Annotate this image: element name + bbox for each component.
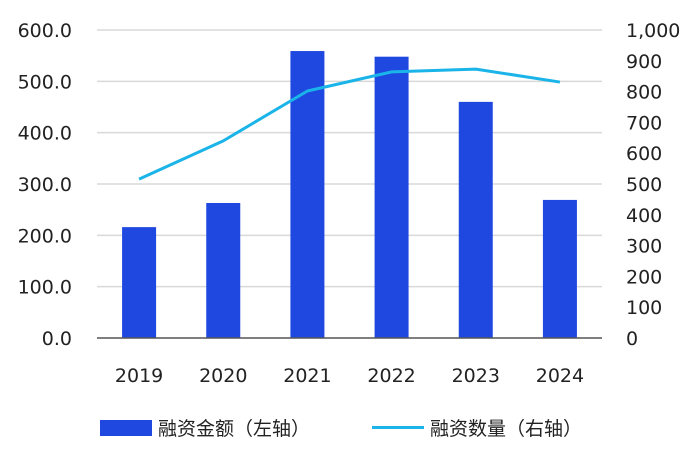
left-tick-label: 100.0 xyxy=(18,277,72,299)
line-path xyxy=(138,67,561,181)
right-tick-label: 700 xyxy=(626,112,662,134)
line-swatch-icon xyxy=(372,426,424,429)
bar-swatch-icon xyxy=(100,419,152,436)
x-tick-label: 2022 xyxy=(367,365,415,387)
x-tick-label: 2023 xyxy=(452,365,500,387)
left-axis-ticks: 0.0 100.0 200.0 300.0 400.0 500.0 600.0 xyxy=(18,20,72,350)
x-tick-label: 2020 xyxy=(199,365,247,387)
left-tick-label: 0.0 xyxy=(42,328,72,350)
right-tick-label: 400 xyxy=(626,205,662,227)
right-tick-label: 1,000 xyxy=(626,20,680,42)
left-tick-label: 200.0 xyxy=(18,225,72,247)
bar xyxy=(374,56,409,339)
bar xyxy=(206,202,241,338)
bar xyxy=(122,227,157,338)
bar-series xyxy=(122,51,577,339)
right-tick-label: 600 xyxy=(626,143,662,165)
left-tick-label: 300.0 xyxy=(18,174,72,196)
x-tick-label: 2019 xyxy=(115,365,163,387)
x-tick-label: 2021 xyxy=(283,365,331,387)
right-tick-label: 500 xyxy=(626,174,662,196)
x-tick-label: 2024 xyxy=(536,365,584,387)
left-tick-label: 600.0 xyxy=(18,20,72,42)
legend-item-line: 融资数量（右轴） xyxy=(372,414,582,441)
legend-bar-label: 融资金额（左轴） xyxy=(158,418,311,440)
left-tick-label: 400.0 xyxy=(18,123,72,145)
right-tick-label: 800 xyxy=(626,82,662,104)
left-tick-label: 500.0 xyxy=(18,71,72,93)
legend-line-label: 融资数量（右轴） xyxy=(430,418,583,440)
bar xyxy=(290,51,325,339)
right-axis-ticks: 0 100 200 300 400 500 600 700 800 900 1,000 xyxy=(626,20,680,350)
bar xyxy=(542,199,577,338)
right-tick-label: 300 xyxy=(626,236,662,258)
bar xyxy=(458,101,493,338)
right-tick-label: 900 xyxy=(626,51,662,73)
x-axis-ticks: 2019 2020 2021 2022 2023 2024 xyxy=(115,365,584,387)
legend-item-bar: 融资金额（左轴） xyxy=(100,414,310,441)
legend: 融资金额（左轴） 融资数量（右轴） xyxy=(0,414,700,448)
right-tick-label: 100 xyxy=(626,297,662,319)
gridlines xyxy=(97,29,602,288)
right-tick-label: 0 xyxy=(626,328,638,350)
right-tick-label: 200 xyxy=(626,266,662,288)
line-series xyxy=(138,67,561,181)
